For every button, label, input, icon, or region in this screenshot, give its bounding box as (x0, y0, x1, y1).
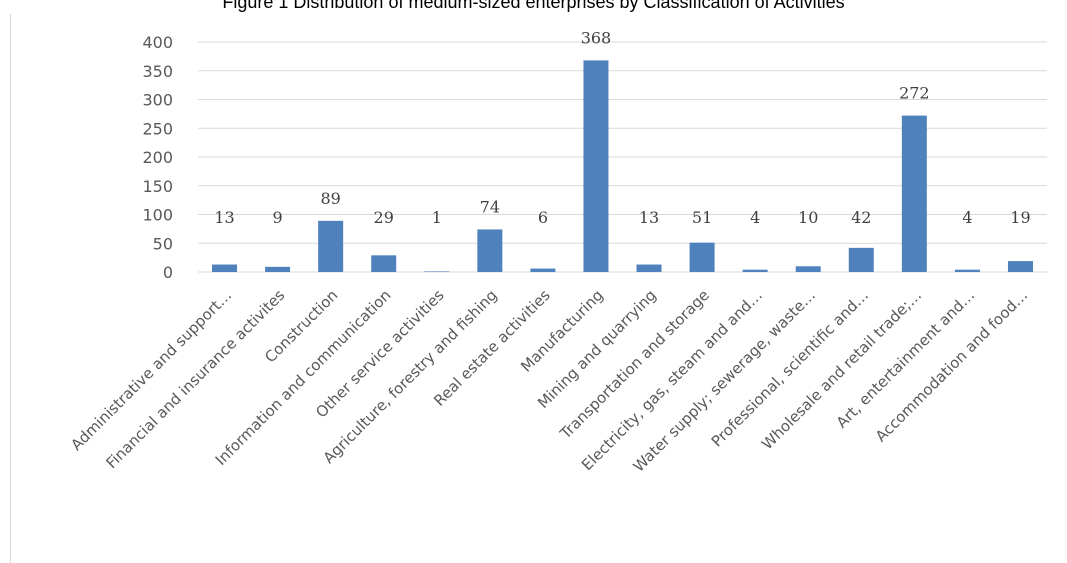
data-label: 29 (374, 208, 394, 227)
category-labels: Administrative and support…Financial and… (67, 286, 1031, 476)
data-label: 368 (581, 28, 612, 47)
bar (901, 115, 927, 272)
chart-title: Figure 1 Distribution of medium-sized en… (222, 0, 845, 12)
data-labels: 13 9 89 29 1 74 6 368 13 51 4 10 42 272 4 19 (214, 28, 1030, 227)
bar (583, 60, 609, 273)
data-label: 10 (798, 208, 818, 227)
y-tick-label: 400 (142, 33, 173, 52)
data-label: 74 (480, 197, 500, 216)
data-label: 13 (639, 208, 659, 227)
y-tick-label: 50 (153, 234, 173, 253)
bar (795, 266, 821, 272)
bar (318, 220, 344, 272)
chart-frame-edge (10, 14, 11, 563)
bar (742, 269, 768, 272)
y-tick-label: 250 (142, 119, 173, 138)
data-label: 13 (214, 208, 234, 227)
data-label: 42 (851, 208, 871, 227)
y-tick-label: 150 (142, 177, 173, 196)
bar (530, 268, 556, 272)
y-tick-label: 200 (142, 148, 173, 167)
bar (212, 264, 238, 272)
data-label: 6 (538, 208, 548, 227)
data-label: 1 (432, 208, 442, 227)
bar (424, 271, 450, 272)
bar (1007, 261, 1033, 272)
data-label: 4 (750, 208, 760, 227)
bar (477, 229, 503, 272)
data-label: 19 (1010, 208, 1030, 227)
bar (636, 264, 662, 272)
data-label: 51 (692, 208, 712, 227)
data-label: 9 (273, 208, 283, 227)
y-tick-label: 100 (142, 206, 173, 225)
y-tick-label: 0 (163, 263, 173, 282)
data-label: 89 (320, 189, 340, 208)
bar (954, 269, 980, 272)
bar (265, 266, 291, 272)
y-axis-ticks: 0 50 100 150 200 250 300 350 400 (142, 33, 173, 282)
bars (212, 60, 1033, 273)
bar (371, 255, 397, 272)
y-tick-label: 350 (142, 62, 173, 81)
data-label: 272 (899, 84, 930, 103)
y-tick-label: 300 (142, 91, 173, 110)
bar (848, 247, 874, 272)
bar (689, 242, 715, 272)
data-label: 4 (962, 208, 972, 227)
